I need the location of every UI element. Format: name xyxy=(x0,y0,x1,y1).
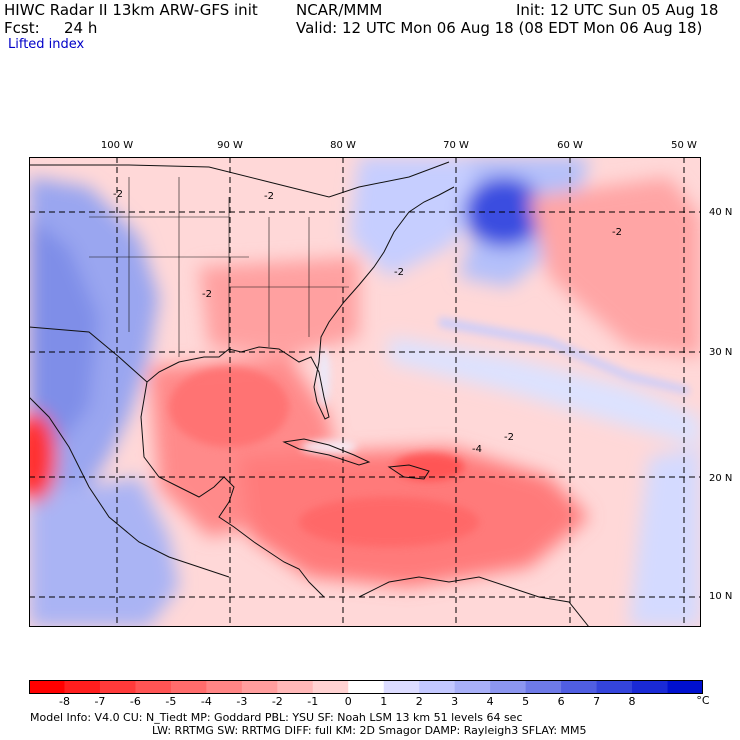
central-america-coast xyxy=(218,501,325,598)
state-lines xyxy=(89,177,349,357)
colorbar-swatch xyxy=(29,680,65,694)
forecast-label: Fcst: xyxy=(4,19,40,37)
colorbar-swatch xyxy=(561,680,598,694)
stable-band-atlantic xyxy=(389,337,701,447)
us-gulf-coast xyxy=(146,346,330,420)
contour-label-5: -4 xyxy=(472,444,482,455)
graticule xyxy=(29,157,701,627)
contour-label-1: -2 xyxy=(113,189,123,200)
lon-label-90w: 90 W xyxy=(217,140,243,151)
unstable-core-gulf xyxy=(169,367,289,447)
model-title: HIWC Radar II 13km ARW-GFS init xyxy=(4,1,258,19)
colorbar-swatch xyxy=(348,680,385,694)
colorbar-tick-label: 4 xyxy=(486,695,494,708)
lon-label-60w: 60 W xyxy=(557,140,583,151)
colorbar-tick-label: 7 xyxy=(593,695,601,708)
stable-patch-cuba xyxy=(301,440,357,454)
colorbar-tick-label: 0 xyxy=(344,695,352,708)
colorbar-frame xyxy=(29,680,703,694)
forecast-hour: 24 h xyxy=(64,19,98,37)
lat-label-30n: 30 N xyxy=(709,347,733,358)
contour-label-3: -2 xyxy=(202,289,212,300)
cuba-outline xyxy=(282,438,371,466)
mexico-coast xyxy=(140,381,235,503)
us-mexico-border xyxy=(29,326,148,383)
colorbar-tick-label: 6 xyxy=(557,695,565,708)
stable-patch-florida xyxy=(318,347,330,407)
colorbar-tick-label: -4 xyxy=(200,695,212,708)
contour-label-7: -2 xyxy=(612,227,622,238)
colorbar-tick-label: -8 xyxy=(58,695,70,708)
unstable-southeast-us xyxy=(199,257,359,357)
colorbar-swatch xyxy=(596,680,633,694)
contour-label-2: -2 xyxy=(264,191,274,202)
init-time: Init: 12 UTC Sun 05 Aug 18 xyxy=(516,1,719,19)
lat-label-40n: 40 N xyxy=(709,207,733,218)
south-america-coast xyxy=(358,576,590,627)
model-info-line2: LW: RRTMG SW: RRTMG DIFF: full KM: 2D Sm… xyxy=(152,724,587,737)
us-east-coast xyxy=(313,186,455,388)
unstable-core-caribbean-1 xyxy=(394,453,464,481)
unstable-atlantic-ne xyxy=(529,177,701,357)
colorbar-tick-label: -7 xyxy=(94,695,106,708)
coastlines xyxy=(29,161,590,627)
colorbar-tick-label: -6 xyxy=(129,695,141,708)
colorbar-swatch xyxy=(170,680,207,694)
colorbar-swatch xyxy=(277,680,314,694)
unstable-core-pacific xyxy=(29,412,57,502)
colorbar-tick-label: 8 xyxy=(628,695,636,708)
stable-region-mexico xyxy=(29,477,179,627)
field-name: Lifted index xyxy=(8,37,85,52)
colorbar-swatch xyxy=(454,680,491,694)
stable-streak-atlantic xyxy=(439,317,689,395)
colorbar-swatch xyxy=(312,680,349,694)
stable-region-west-core xyxy=(29,217,99,457)
colorbar-swatch xyxy=(241,680,278,694)
colorbar-swatch xyxy=(99,680,136,694)
colorbar-unit: °C xyxy=(696,694,710,707)
colorbar-tick-label: 3 xyxy=(451,695,459,708)
lat-label-10n: 10 N xyxy=(709,591,733,602)
colorbar-swatch xyxy=(64,680,101,694)
unstable-core-caribbean-2 xyxy=(299,497,479,547)
hispaniola-outline xyxy=(387,464,430,480)
lon-label-50w: 50 W xyxy=(671,140,697,151)
organization: NCAR/MMM xyxy=(296,1,383,19)
valid-time: Valid: 12 UTC Mon 06 Aug 18 (08 EDT Mon … xyxy=(296,19,703,37)
colorbar-tick-label: -2 xyxy=(271,695,283,708)
colorbar-tick-label: 5 xyxy=(522,695,530,708)
colorbar-tick-label: -3 xyxy=(236,695,248,708)
lat-label-20n: 20 N xyxy=(709,473,733,484)
model-info-line1: Model Info: V4.0 CU: N_Tiedt MP: Goddard… xyxy=(30,711,523,724)
lon-label-100w: 100 W xyxy=(100,140,134,151)
colorbar-tick-label: -5 xyxy=(165,695,177,708)
colorbar-swatch xyxy=(667,680,703,694)
colorbar-tick-label: 1 xyxy=(380,695,388,708)
mexico-pacific-coast xyxy=(29,396,230,578)
colorbar-swatch xyxy=(525,680,562,694)
colorbar-swatch xyxy=(632,680,669,694)
colorbar-swatch xyxy=(419,680,456,694)
canada-border xyxy=(29,161,450,198)
lon-label-70w: 70 W xyxy=(443,140,469,151)
colorbar-swatch xyxy=(206,680,243,694)
colorbar-tick-label: -1 xyxy=(307,695,319,708)
colorbar-swatch xyxy=(490,680,527,694)
colorbar-swatch xyxy=(135,680,172,694)
colorbar-swatch xyxy=(383,680,420,694)
lon-label-80w: 80 W xyxy=(330,140,356,151)
map-frame xyxy=(29,157,701,627)
contour-label-4: -2 xyxy=(394,267,404,278)
colorbar-tick-label: 2 xyxy=(415,695,423,708)
stable-region-east xyxy=(629,447,701,627)
colorbar xyxy=(29,680,703,694)
lifted-index-map: -2 -2 -2 -2 -4 -2 -2 xyxy=(29,157,701,627)
contour-label-6: -2 xyxy=(504,432,514,443)
